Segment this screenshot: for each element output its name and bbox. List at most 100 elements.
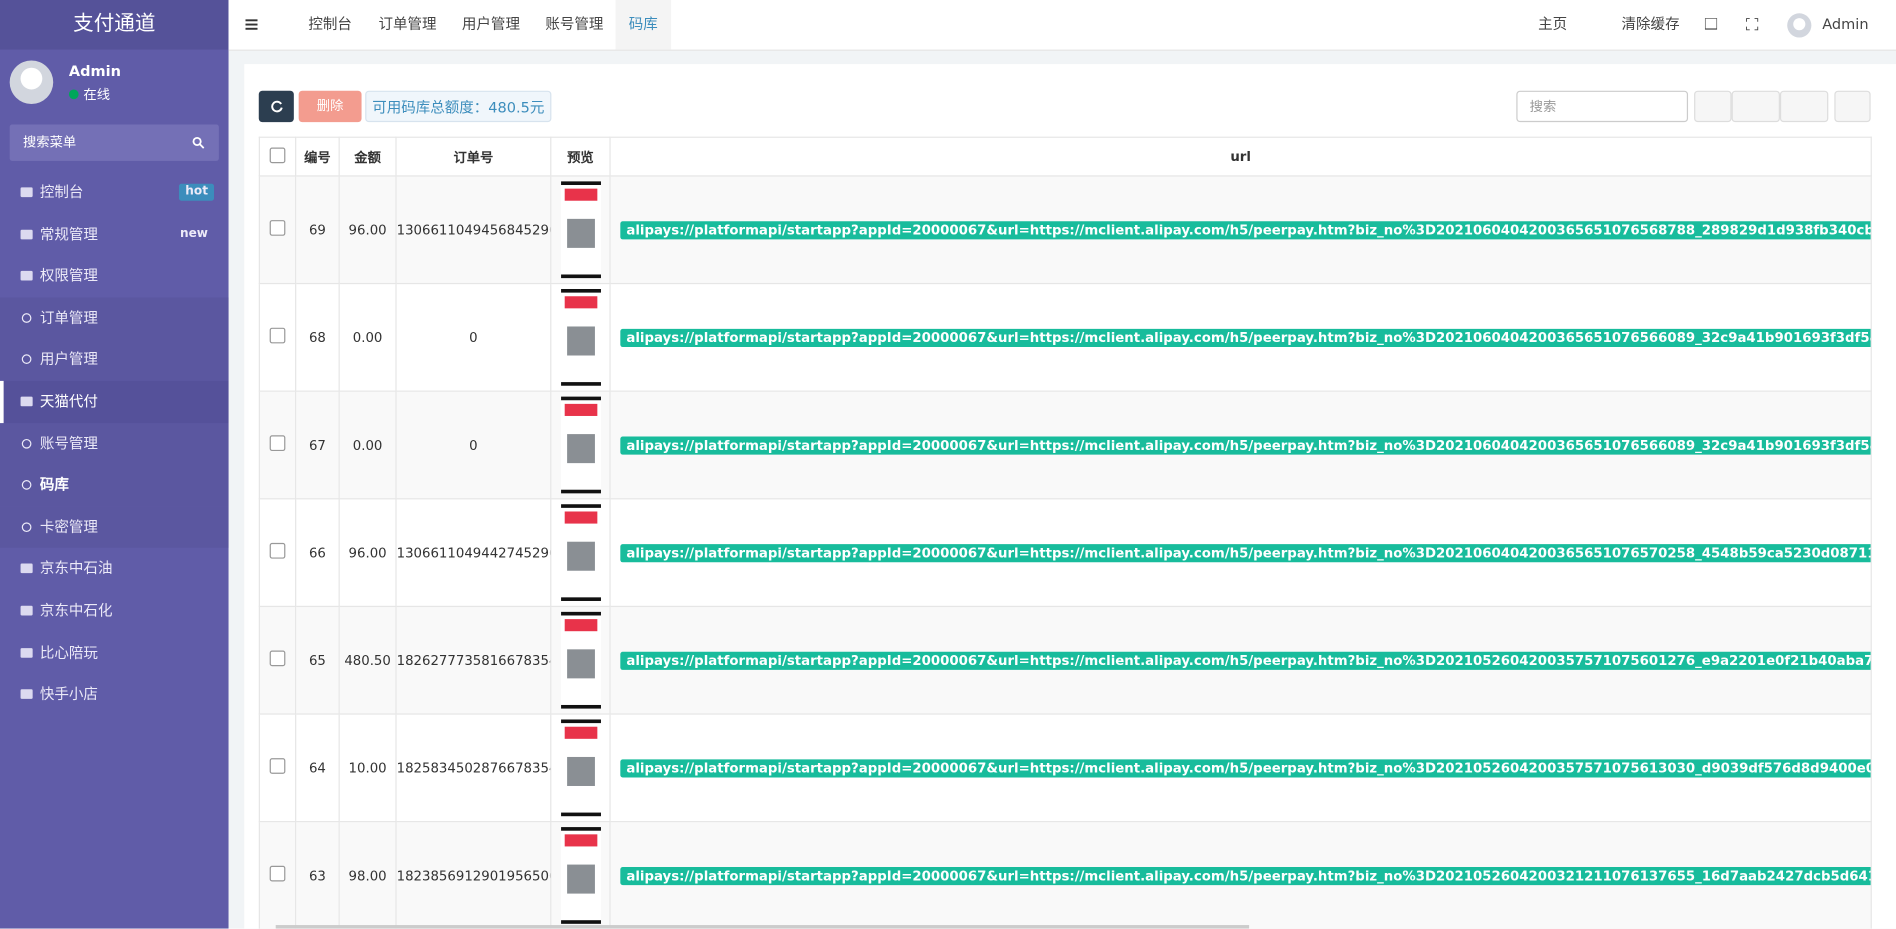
cell: 10.00 [338,713,397,823]
checkbox[interactable] [269,650,286,667]
cell: 0.00 [338,282,397,392]
menu-item[interactable]: 权限管理 [0,255,229,297]
menu-label: 订单管理 [39,309,98,327]
nav-item[interactable]: 用户管理 [461,15,520,33]
cell: 1826277735816678354 [395,605,552,715]
menu-item[interactable]: 天猫代付 [0,380,229,423]
brand: 支付通道 [0,0,229,50]
table-row: 64 10.00 1825834502876678354 alipays://plat… [258,713,1872,823]
checkbox[interactable] [269,146,286,163]
menu-icon [21,522,32,532]
nav-item[interactable]: 码库 [615,0,672,50]
nav-item[interactable]: 订单管理 [378,15,437,33]
preview-image[interactable] [560,396,601,494]
search-input[interactable]: 搜索 [1516,90,1689,123]
clear-cache[interactable]: 清除缓存 [1621,15,1680,33]
toggle-view[interactable] [1694,90,1732,123]
checkbox[interactable] [269,865,286,882]
preview-image[interactable] [560,288,601,386]
cell: 96.00 [338,175,397,285]
preview-image[interactable] [560,504,601,601]
checkbox[interactable] [269,327,286,344]
menu-item[interactable]: 控制台 hot [0,172,229,214]
menu-item[interactable]: 比心陪玩 [0,632,229,674]
cell [258,282,297,392]
table-row: 63 98.00 1823856912901956506 alipays://plat… [258,821,1872,929]
cell: 0.00 [338,390,397,500]
cell: 64 [295,713,340,823]
cell [258,498,297,608]
cell: 65 [295,605,340,715]
search-placeholder: 搜索菜单 [22,134,77,150]
menu-icon [20,605,33,616]
lang-icon[interactable] [1704,18,1718,30]
menu-icon [21,480,32,490]
cell [550,175,611,285]
delete-button[interactable]: 删除 [298,90,362,123]
menu-toggle[interactable] [245,18,258,30]
sidebar: 支付通道 Admin 在线 搜索菜单 控制台 hot 常规管理 new 权限管理 订单管理… [0,0,229,929]
cell: 96.00 [338,498,397,608]
menu-label: 常规管理 [39,225,98,243]
user-status: 在线 [68,85,110,104]
menu-icon [21,312,32,323]
top-user[interactable]: Admin [1822,15,1869,33]
checkbox[interactable] [269,220,286,236]
url-label: alipays://platformapi/startapp?appId=200… [620,435,1871,455]
fullscreen-icon[interactable] [1746,18,1759,31]
table-row: 66 96.00 1306611049442745296 alipays://plat… [258,498,1872,608]
menu-item[interactable]: 常规管理 new [0,214,229,256]
menu-label: 卡密管理 [39,518,98,536]
menu-icon [20,563,33,574]
checkbox[interactable] [269,435,286,452]
cell: 1823856912901956506 [395,821,552,929]
menu-icon [20,229,33,239]
search-button[interactable] [1834,90,1871,123]
menu-item[interactable]: 账号管理 [0,422,229,465]
menu-label: 码库 [39,476,69,494]
columns[interactable] [1731,90,1780,123]
cell [258,713,297,823]
menu-badge: hot [179,183,215,201]
column-header: url [609,136,1872,177]
menu-item[interactable]: 快手小店 [0,674,229,716]
menu-item[interactable]: 订单管理 [0,297,229,340]
cell [258,605,297,715]
menu-item[interactable]: 京东中石化 [0,590,229,632]
preview-image[interactable] [560,827,601,924]
preview-image[interactable] [560,181,601,279]
menu-item[interactable]: 卡密管理 [0,506,229,549]
nav-item[interactable]: 账号管理 [545,15,604,33]
cell: alipays://platformapi/startapp?appId=200… [609,175,1872,285]
checkbox[interactable] [269,542,286,559]
menu-label: 用户管理 [39,351,98,369]
refresh-button[interactable] [258,90,294,123]
menu-search[interactable]: 搜索菜单 [9,124,219,161]
summary: 可用码库总额度：480.5元 [365,90,552,123]
refresh-icon [270,100,283,113]
menu-badge: new [180,226,208,241]
checkbox[interactable] [269,758,286,774]
menu-item[interactable]: 码库 [0,464,229,507]
preview-image[interactable] [560,719,601,817]
menu-label: 控制台 [39,183,84,201]
home-link[interactable]: 主页 [1538,15,1568,33]
menu-item[interactable]: 京东中石油 [0,548,229,590]
cell: alipays://platformapi/startapp?appId=200… [609,390,1872,500]
table-row: 67 0.00 0 alipays://platformapi/startapp?ap… [258,390,1872,500]
menu-item[interactable]: 用户管理 [0,339,229,381]
cell [550,498,611,608]
top-avatar[interactable] [1787,13,1812,38]
menu-label: 快手小店 [39,685,98,703]
export[interactable] [1779,90,1829,123]
cell: 69 [295,175,340,285]
cell: 0 [395,282,552,392]
preview-image[interactable] [560,611,601,709]
panel: 删除 可用码库总额度：480.5元 搜索 编号 金额 订单号 预览 url 69 96.0… [244,64,1896,929]
url-label: alipays://platformapi/startapp?appId=200… [620,651,1871,670]
menu-label: 比心陪玩 [39,643,98,661]
menu-caret [200,381,210,391]
nav-item[interactable]: 控制台 [308,15,352,33]
